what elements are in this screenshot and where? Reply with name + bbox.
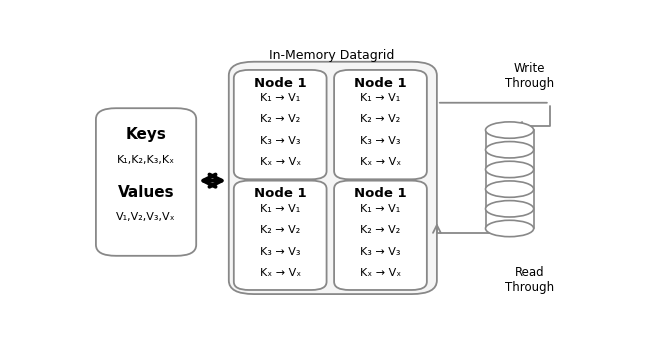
Text: Values: Values <box>118 185 175 200</box>
Ellipse shape <box>485 142 534 158</box>
Ellipse shape <box>485 122 534 138</box>
Ellipse shape <box>485 161 534 178</box>
Text: K₁ → V₁: K₁ → V₁ <box>360 93 400 103</box>
Text: K₃ → V₃: K₃ → V₃ <box>360 246 400 257</box>
Text: Write
Through: Write Through <box>505 62 554 90</box>
FancyBboxPatch shape <box>229 62 437 294</box>
Text: K₁ → V₁: K₁ → V₁ <box>260 93 300 103</box>
Text: Kₓ → Vₓ: Kₓ → Vₓ <box>259 268 301 278</box>
Text: K₃ → V₃: K₃ → V₃ <box>260 136 300 146</box>
Text: Node 1: Node 1 <box>254 187 307 201</box>
FancyBboxPatch shape <box>234 181 327 290</box>
Text: Kₓ → Vₓ: Kₓ → Vₓ <box>360 157 401 167</box>
FancyBboxPatch shape <box>334 181 427 290</box>
Ellipse shape <box>485 181 534 197</box>
Text: K₁ → V₁: K₁ → V₁ <box>260 204 300 214</box>
Text: K₃ → V₃: K₃ → V₃ <box>260 246 300 257</box>
FancyBboxPatch shape <box>234 70 327 179</box>
Text: K₂ → V₂: K₂ → V₂ <box>360 225 400 235</box>
Text: K₂ → V₂: K₂ → V₂ <box>260 225 300 235</box>
Text: Node 1: Node 1 <box>354 187 407 201</box>
Text: Read
Through: Read Through <box>505 266 554 294</box>
Text: V₁,V₂,V₃,Vₓ: V₁,V₂,V₃,Vₓ <box>116 212 176 222</box>
FancyBboxPatch shape <box>334 70 427 179</box>
Text: K₃ → V₃: K₃ → V₃ <box>360 136 400 146</box>
Text: K₁ → V₁: K₁ → V₁ <box>360 204 400 214</box>
Polygon shape <box>485 130 534 229</box>
Ellipse shape <box>485 220 534 237</box>
Text: K₂ → V₂: K₂ → V₂ <box>360 115 400 125</box>
Text: Keys: Keys <box>126 127 166 142</box>
Text: Node 1: Node 1 <box>254 77 307 90</box>
Ellipse shape <box>485 201 534 217</box>
Text: K₁,K₂,K₃,Kₓ: K₁,K₂,K₃,Kₓ <box>117 155 175 165</box>
Text: Node 1: Node 1 <box>354 77 407 90</box>
Text: K₂ → V₂: K₂ → V₂ <box>260 115 300 125</box>
Text: In-Memory Datagrid: In-Memory Datagrid <box>269 49 394 62</box>
Text: Kₓ → Vₓ: Kₓ → Vₓ <box>360 268 401 278</box>
FancyBboxPatch shape <box>96 108 196 256</box>
Text: Kₓ → Vₓ: Kₓ → Vₓ <box>259 157 301 167</box>
